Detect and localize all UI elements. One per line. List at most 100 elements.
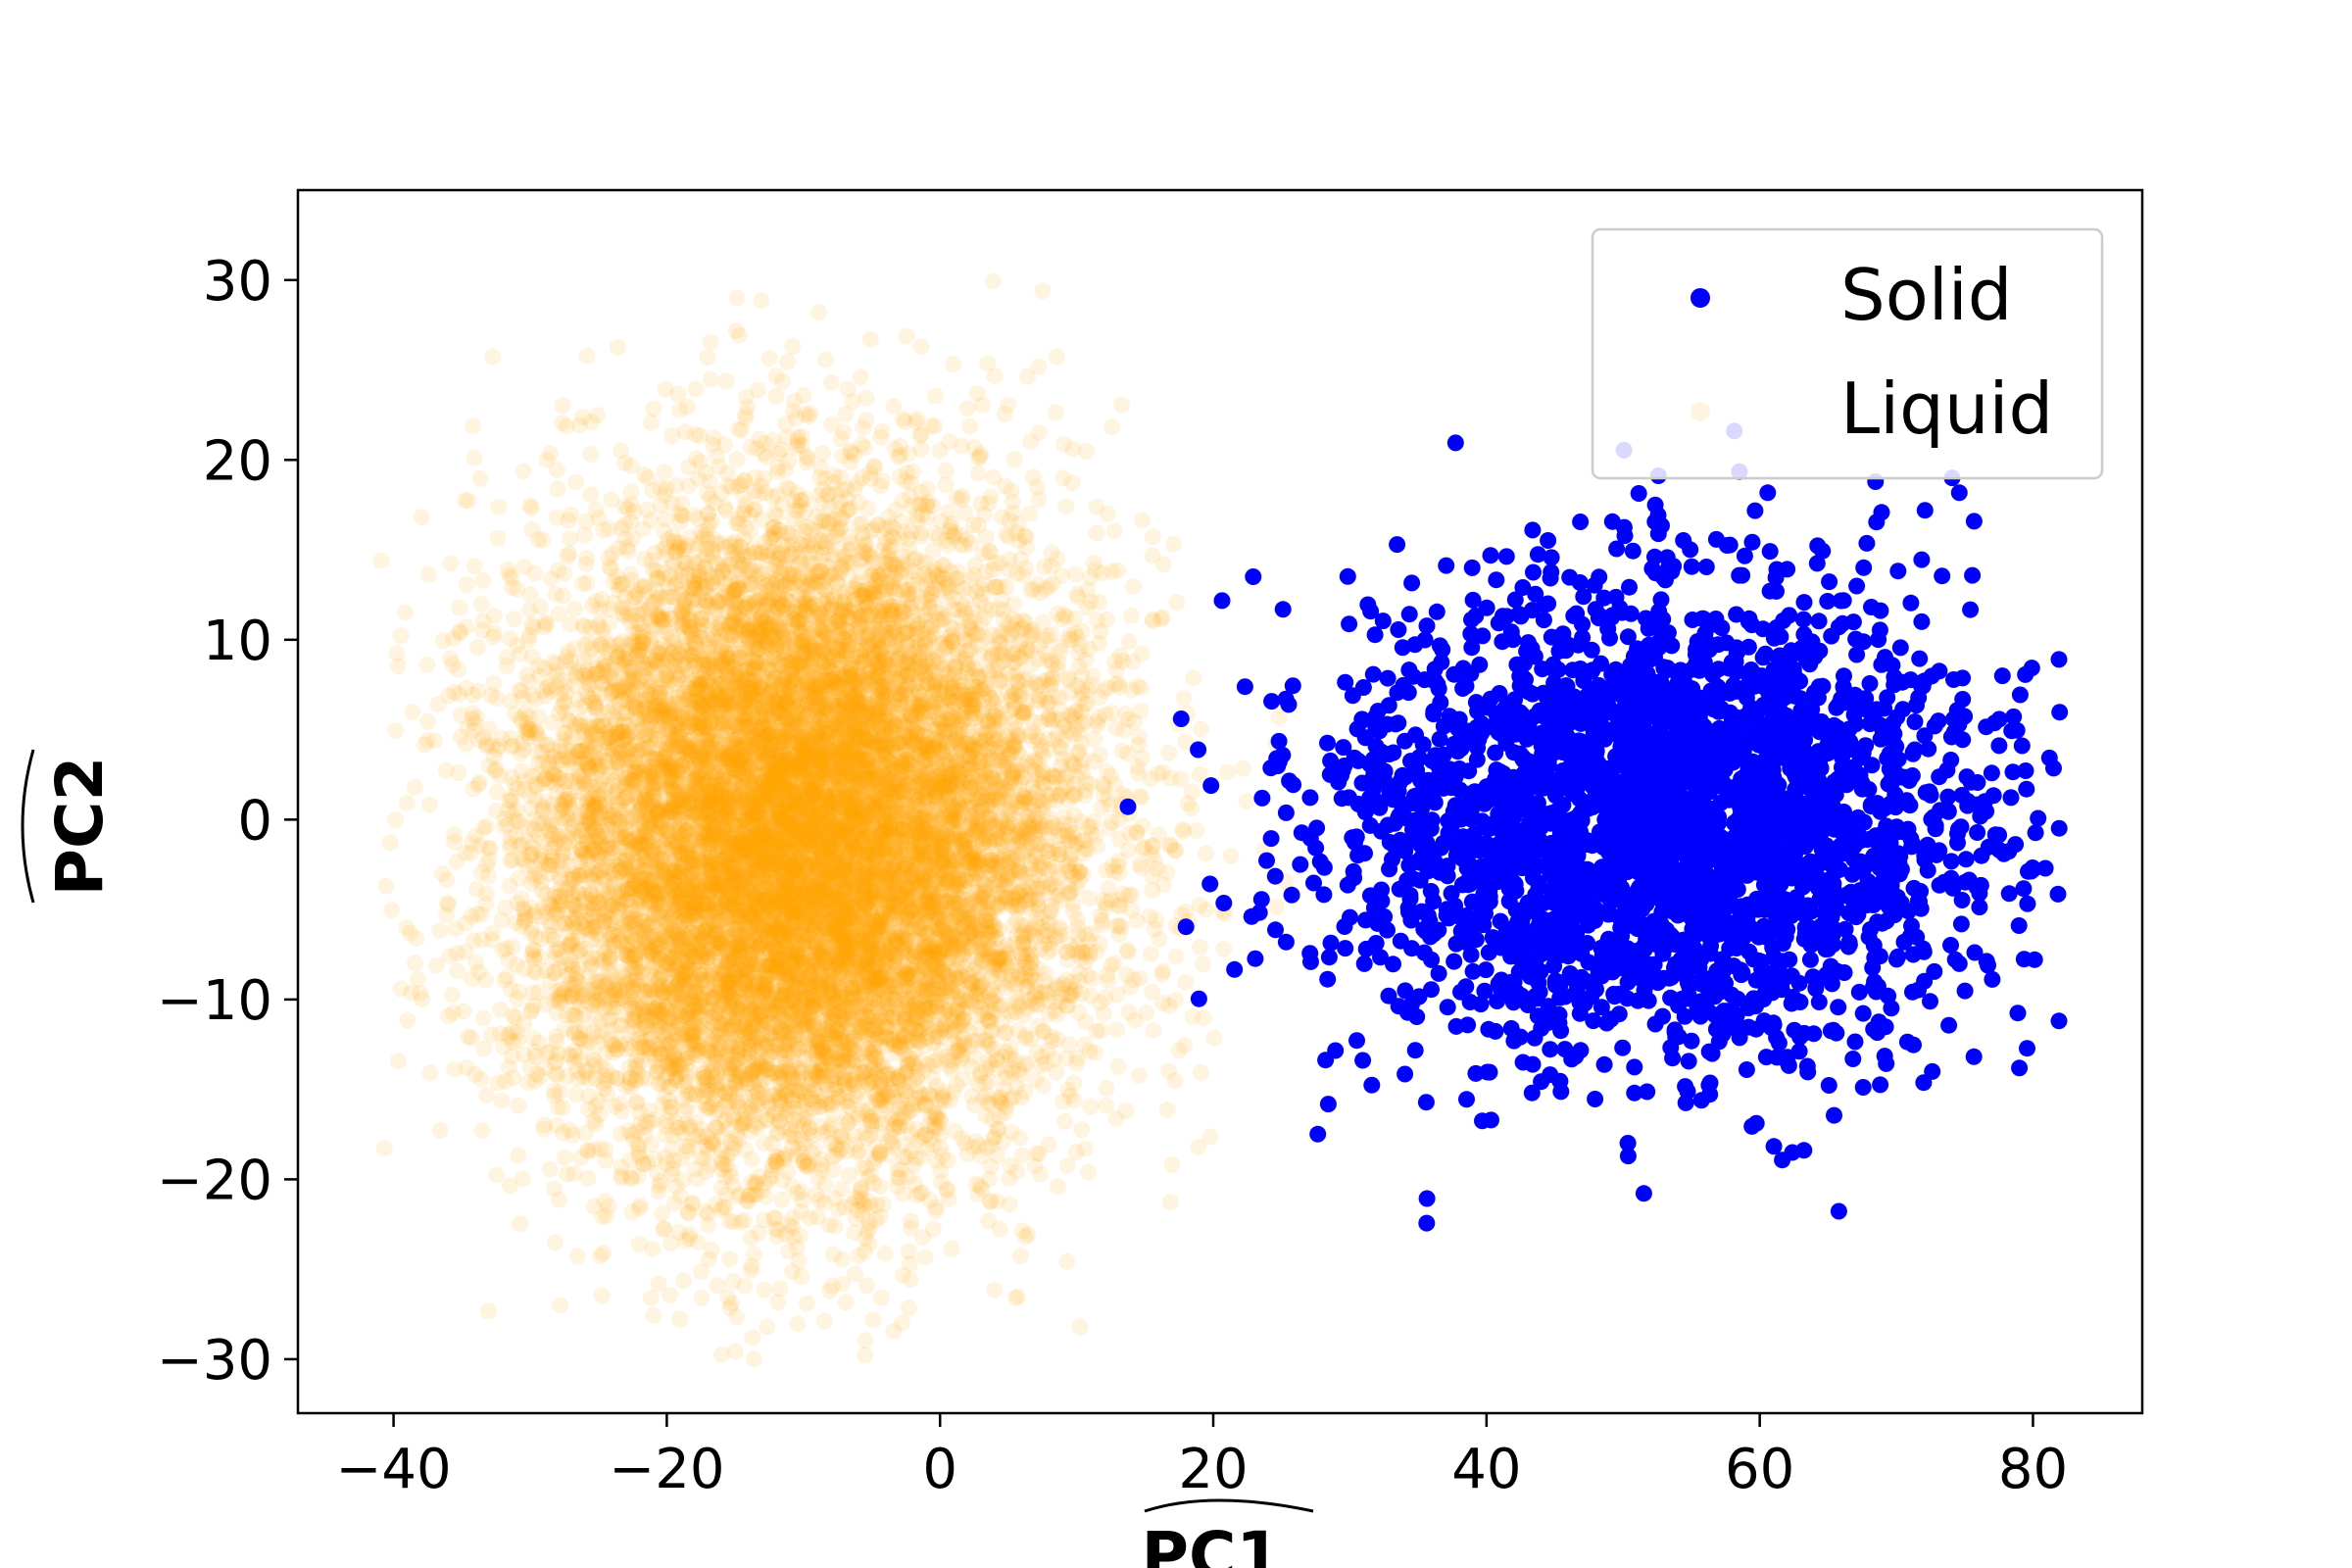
data-point-liquid bbox=[750, 812, 767, 830]
data-point-liquid bbox=[728, 815, 746, 833]
data-point-liquid bbox=[885, 948, 903, 964]
data-point-liquid bbox=[876, 1245, 894, 1262]
data-point-liquid bbox=[489, 529, 507, 547]
data-point-liquid bbox=[655, 861, 672, 879]
data-point-liquid bbox=[772, 741, 790, 759]
data-point-liquid bbox=[900, 650, 917, 667]
data-point-liquid bbox=[930, 710, 948, 727]
data-point-liquid bbox=[838, 669, 856, 687]
data-point-liquid bbox=[885, 1322, 903, 1340]
data-point-liquid bbox=[825, 770, 843, 788]
data-point-liquid bbox=[700, 933, 717, 951]
data-point-liquid bbox=[937, 462, 955, 479]
data-point-liquid bbox=[756, 1281, 773, 1298]
data-point-liquid bbox=[779, 525, 797, 542]
data-point-liquid bbox=[645, 400, 662, 417]
data-point-liquid bbox=[818, 893, 836, 910]
data-point-liquid bbox=[419, 565, 437, 583]
data-point-liquid bbox=[812, 804, 830, 821]
data-point-liquid bbox=[820, 787, 838, 805]
data-point-liquid bbox=[812, 495, 830, 513]
data-point-liquid bbox=[1067, 703, 1085, 720]
data-point-liquid bbox=[1056, 1112, 1074, 1130]
data-point-liquid bbox=[636, 933, 654, 951]
data-point-liquid bbox=[951, 601, 968, 618]
data-point-liquid bbox=[956, 770, 973, 788]
data-point-liquid bbox=[782, 822, 800, 840]
data-point-liquid bbox=[755, 840, 772, 858]
data-point-liquid bbox=[885, 870, 903, 888]
data-point-liquid bbox=[963, 705, 981, 722]
data-point-liquid bbox=[902, 756, 919, 773]
data-point-liquid bbox=[902, 867, 919, 885]
data-point-liquid bbox=[961, 978, 979, 996]
data-point-liquid bbox=[717, 372, 735, 390]
data-point-liquid bbox=[814, 685, 832, 703]
data-point-liquid bbox=[1032, 1165, 1050, 1183]
data-point-liquid bbox=[626, 1071, 644, 1089]
data-point-liquid bbox=[733, 832, 751, 850]
data-point-liquid bbox=[764, 673, 782, 691]
data-point-liquid bbox=[885, 628, 903, 646]
data-point-liquid bbox=[1031, 835, 1049, 853]
data-point-liquid bbox=[449, 962, 466, 980]
data-point-liquid bbox=[510, 812, 527, 830]
data-point-liquid bbox=[608, 986, 625, 1004]
data-point-liquid bbox=[857, 1332, 874, 1349]
data-point-liquid bbox=[757, 612, 774, 629]
data-point-liquid bbox=[779, 353, 797, 370]
data-point-liquid bbox=[372, 552, 390, 569]
data-point-liquid bbox=[1003, 1005, 1020, 1023]
data-point-liquid bbox=[800, 671, 817, 689]
data-point-liquid bbox=[1158, 1101, 1176, 1118]
data-point-liquid bbox=[762, 1064, 780, 1082]
data-point-liquid bbox=[920, 865, 938, 883]
data-point-liquid bbox=[984, 272, 1002, 290]
data-point-liquid bbox=[471, 469, 489, 487]
data-point-liquid bbox=[757, 933, 774, 950]
data-point-liquid bbox=[902, 1016, 919, 1033]
data-point-liquid bbox=[1168, 594, 1186, 611]
data-point-liquid bbox=[816, 571, 834, 589]
data-point-liquid bbox=[933, 776, 951, 794]
data-point-liquid bbox=[784, 923, 801, 941]
data-point-liquid bbox=[755, 998, 772, 1015]
data-point-liquid bbox=[932, 845, 950, 862]
data-point-liquid bbox=[755, 856, 772, 873]
data-point-liquid bbox=[763, 1003, 781, 1020]
data-point-liquid bbox=[754, 772, 771, 790]
data-point-liquid bbox=[409, 970, 426, 988]
data-point-liquid bbox=[872, 1289, 890, 1306]
data-point-liquid bbox=[675, 739, 693, 757]
data-point-liquid bbox=[1071, 1318, 1089, 1336]
data-point-liquid bbox=[1192, 1063, 1209, 1081]
data-point-liquid bbox=[446, 826, 464, 844]
data-point-liquid bbox=[806, 854, 823, 871]
data-point-liquid bbox=[730, 1100, 747, 1116]
data-point-liquid bbox=[693, 1290, 710, 1306]
data-point-liquid bbox=[1065, 756, 1083, 773]
data-point-liquid bbox=[799, 450, 816, 467]
data-point-liquid bbox=[798, 517, 815, 535]
data-point-liquid bbox=[644, 873, 662, 891]
data-point-liquid bbox=[818, 1077, 836, 1095]
data-point-liquid bbox=[591, 728, 609, 746]
data-point-liquid bbox=[697, 583, 714, 601]
data-point-liquid bbox=[730, 1073, 748, 1091]
data-point-liquid bbox=[623, 937, 641, 955]
data-point-liquid bbox=[703, 782, 720, 799]
data-point-liquid bbox=[1072, 758, 1090, 775]
data-point-liquid bbox=[687, 780, 705, 798]
data-point-liquid bbox=[523, 687, 541, 705]
data-point-liquid bbox=[677, 1115, 695, 1133]
data-point-liquid bbox=[914, 738, 931, 756]
data-point-liquid bbox=[994, 744, 1011, 761]
data-point-liquid bbox=[877, 623, 895, 641]
data-point-liquid bbox=[1012, 945, 1030, 962]
data-point-liquid bbox=[788, 439, 806, 457]
data-point-liquid bbox=[728, 451, 746, 468]
data-point-liquid bbox=[979, 858, 997, 875]
data-point-liquid bbox=[835, 601, 853, 618]
data-point-liquid bbox=[466, 558, 483, 575]
data-point-liquid bbox=[477, 896, 495, 913]
